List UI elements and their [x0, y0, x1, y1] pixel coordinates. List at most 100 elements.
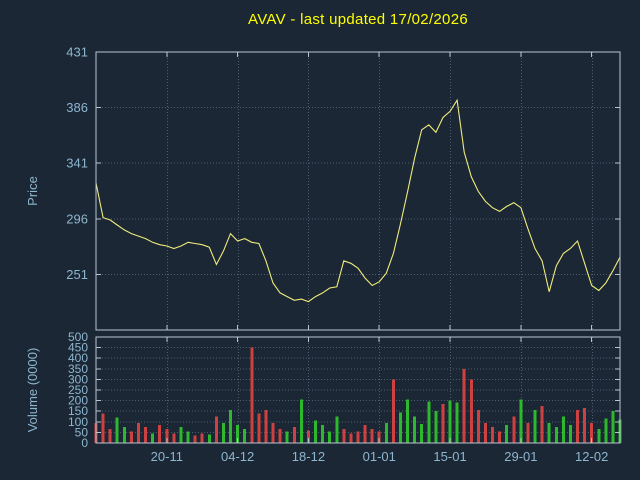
- volume-bar: [448, 400, 452, 443]
- price-ytick-label: 296: [66, 211, 88, 226]
- volume-bar: [342, 429, 346, 443]
- volume-bar: [236, 425, 240, 443]
- x-tick-label: 29-01: [504, 449, 537, 464]
- volume-bar: [540, 405, 544, 443]
- volume-bar: [129, 431, 133, 443]
- gridlines: [96, 51, 620, 444]
- volume-bar: [222, 422, 225, 443]
- volume-bar: [462, 368, 466, 443]
- x-tick-label: 15-01: [433, 449, 466, 464]
- price-ytick-label: 386: [66, 100, 88, 115]
- volume-bar: [363, 425, 367, 443]
- volume-bar: [476, 410, 480, 443]
- volume-bar: [597, 429, 601, 443]
- x-tick-label: 20-11: [151, 449, 183, 464]
- volume-bar: [321, 425, 325, 443]
- volume-ytick-label: 350: [68, 362, 88, 376]
- volume-bar: [285, 431, 289, 443]
- volume-bar: [264, 410, 268, 443]
- price-ytick-label: 431: [66, 45, 88, 60]
- volume-bar: [590, 422, 594, 443]
- volume-ytick-label: 400: [68, 351, 88, 365]
- volume-bar: [611, 411, 615, 443]
- volume-bar: [115, 417, 119, 443]
- volume-bar: [137, 422, 140, 443]
- volume-bar: [229, 410, 232, 443]
- volume-ytick-label: 150: [68, 404, 88, 418]
- volume-bar: [406, 399, 410, 443]
- volume-bar: [356, 431, 360, 443]
- volume-ytick-label: 450: [68, 341, 88, 355]
- volume-bar: [377, 431, 381, 443]
- volume-bar: [158, 425, 162, 443]
- volume-bar: [335, 416, 339, 443]
- volume-bar: [498, 431, 502, 443]
- x-tick-label: 01-01: [363, 449, 396, 464]
- volume-bar: [455, 402, 459, 443]
- volume-bar: [101, 413, 105, 443]
- volume-bar: [484, 422, 487, 443]
- volume-bar: [108, 429, 112, 443]
- volume-bar: [370, 429, 374, 443]
- chart-title: AVAV - last updated 17/02/2026: [248, 11, 468, 28]
- axis-tick-labels: 251 296 341 386 431 0501001502002503003504004…: [66, 45, 608, 465]
- volume-bar: [179, 427, 183, 443]
- x-tick-label: 04-12: [221, 449, 254, 464]
- volume-bar: [172, 433, 176, 443]
- volume-bar: [292, 427, 296, 443]
- price-ytick-label: 251: [66, 267, 88, 282]
- volume-bars: [94, 347, 622, 443]
- volume-bar: [554, 427, 558, 443]
- volume-bar: [207, 434, 211, 443]
- volume-bar: [420, 423, 424, 443]
- volume-bar: [604, 418, 608, 443]
- volume-bar: [427, 401, 431, 443]
- volume-ytick-label: 0: [81, 436, 88, 450]
- x-tick-label: 12-02: [575, 449, 608, 464]
- volume-bar: [391, 379, 395, 443]
- volume-bar: [193, 435, 197, 443]
- volume-bar: [214, 416, 218, 443]
- volume-bar: [491, 427, 494, 443]
- price-ytick-label: 341: [66, 156, 88, 171]
- volume-bar: [399, 412, 402, 443]
- volume-ytick-label: 100: [68, 415, 88, 429]
- volume-bar: [519, 399, 523, 443]
- volume-ytick-label: 500: [68, 330, 88, 344]
- volume-ytick-label: 300: [68, 372, 88, 386]
- volume-bar: [165, 429, 169, 443]
- volume-bar: [306, 430, 310, 443]
- volume-bar: [200, 433, 204, 443]
- volume-bar: [271, 422, 275, 443]
- volume-bar: [328, 431, 332, 443]
- volume-bar: [441, 403, 445, 443]
- tick-marks: [96, 51, 620, 444]
- x-tick-label: 18-12: [292, 449, 325, 464]
- volume-bar: [512, 416, 516, 443]
- volume-bar: [505, 425, 509, 443]
- volume-bar: [278, 429, 282, 443]
- volume-bar: [434, 411, 438, 443]
- volume-bar: [144, 427, 148, 443]
- volume-ytick-label: 200: [68, 394, 88, 408]
- volume-bar: [533, 410, 537, 443]
- volume-bar: [568, 425, 572, 443]
- volume-bar: [257, 413, 261, 443]
- volume-bar: [547, 422, 551, 443]
- volume-ytick-label: 250: [68, 383, 88, 397]
- volume-bar: [561, 416, 565, 443]
- volume-bar: [122, 427, 126, 443]
- volume-bar: [576, 410, 579, 443]
- volume-bar: [243, 429, 247, 443]
- volume-bar: [250, 347, 254, 443]
- volume-bar: [384, 422, 388, 443]
- volume-bar: [469, 379, 473, 443]
- volume-bar: [151, 433, 155, 443]
- volume-bar: [186, 431, 190, 443]
- price-plot-border: [95, 51, 621, 331]
- volume-bar: [526, 422, 530, 443]
- volume-bar: [583, 408, 587, 443]
- volume-bar: [299, 399, 303, 443]
